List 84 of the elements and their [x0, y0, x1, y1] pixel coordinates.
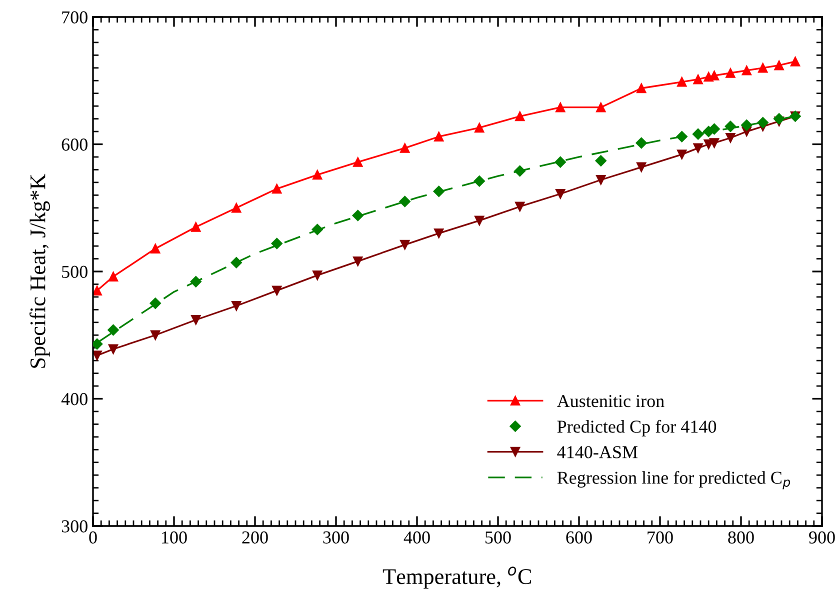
y-tick-label: 700	[62, 11, 88, 24]
point	[191, 222, 201, 232]
point	[724, 120, 736, 132]
point	[692, 128, 704, 140]
point	[726, 68, 736, 78]
point	[554, 156, 566, 168]
point	[150, 244, 160, 254]
point	[758, 63, 768, 73]
point	[556, 189, 566, 199]
point	[757, 117, 768, 128]
x-tick-label: 900	[809, 531, 835, 544]
point	[636, 162, 646, 172]
point	[191, 314, 201, 325]
point	[474, 176, 485, 187]
point	[399, 196, 410, 208]
point	[693, 143, 703, 153]
point	[93, 338, 103, 350]
point	[312, 270, 322, 280]
x-tick-label: 600	[566, 531, 592, 544]
x-tick-label: 500	[486, 531, 511, 544]
point	[708, 123, 720, 135]
point	[636, 137, 647, 149]
x-tick-label: 400	[404, 531, 430, 544]
point	[474, 216, 484, 226]
point	[742, 66, 752, 76]
point	[677, 77, 687, 87]
point	[353, 157, 363, 167]
point	[636, 83, 646, 94]
point	[790, 56, 800, 66]
point	[434, 228, 444, 238]
point	[726, 133, 736, 143]
point	[596, 175, 606, 185]
x-axis-title: Temperature, $^{o}$C	[382, 566, 532, 589]
legend-label: Austenitic iron	[556, 395, 664, 408]
point	[773, 113, 785, 124]
y-tick-label: 400	[61, 393, 88, 406]
x-tick-label: 0	[89, 531, 97, 544]
point	[515, 111, 525, 122]
x-tick-label: 200	[242, 531, 268, 544]
point	[433, 186, 444, 197]
x-tick-label: 700	[648, 531, 673, 544]
point	[312, 170, 322, 180]
point	[741, 120, 752, 131]
point	[400, 240, 410, 250]
point	[312, 224, 323, 236]
point	[693, 74, 703, 84]
point	[595, 155, 606, 166]
legend-label: Regression line for predicted C$_{p}$	[557, 470, 790, 490]
point	[108, 324, 119, 336]
y-axis-title: Specific Heat, J/kg*K	[30, 174, 50, 368]
point	[677, 150, 687, 160]
point	[108, 344, 118, 354]
point	[434, 132, 444, 142]
legend-label: 4140-ASM	[557, 446, 638, 458]
point	[108, 272, 118, 282]
point	[400, 143, 410, 153]
point	[556, 102, 566, 112]
point	[709, 138, 720, 148]
point	[352, 210, 364, 222]
x-tick-label: 300	[323, 531, 349, 544]
point	[596, 102, 606, 112]
point	[514, 165, 526, 177]
point	[676, 131, 688, 142]
y-tick-label: 300	[62, 520, 88, 532]
y-tick-label: 600	[62, 138, 88, 151]
point	[232, 300, 242, 311]
x-tick-label: 800	[728, 531, 754, 544]
point	[272, 184, 282, 194]
point	[93, 350, 102, 360]
point	[271, 238, 282, 250]
point	[150, 330, 160, 340]
point	[232, 203, 242, 213]
x-tick-label: 100	[162, 531, 187, 544]
point	[230, 256, 242, 268]
point	[272, 286, 282, 296]
point	[93, 286, 102, 296]
point	[353, 256, 363, 266]
point	[515, 202, 525, 212]
y-tick-label: 500	[62, 266, 88, 278]
legend-label: Predicted Cp for 4140	[557, 420, 716, 436]
point	[150, 298, 161, 309]
point	[774, 60, 784, 70]
point	[190, 276, 202, 288]
point	[474, 122, 484, 133]
